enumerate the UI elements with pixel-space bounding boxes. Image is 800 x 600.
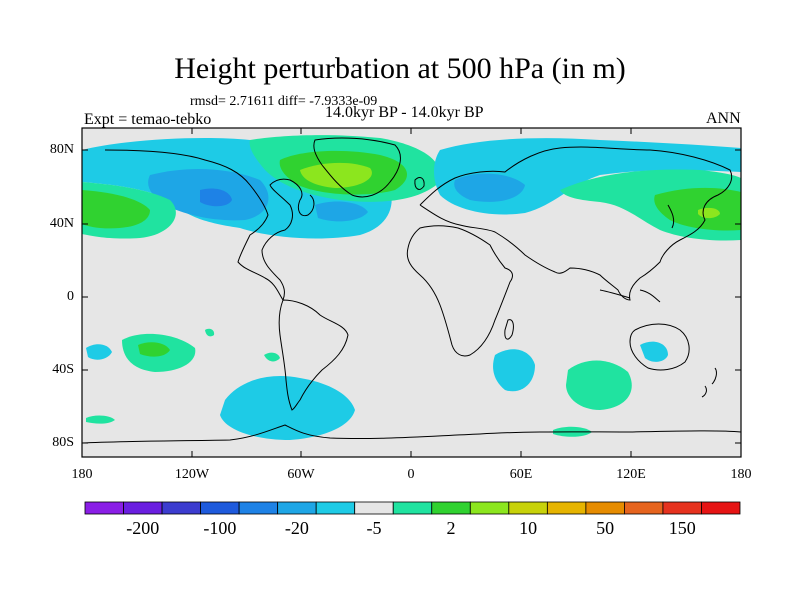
colorbar-swatch <box>662 501 702 515</box>
contour-positive-blue-north-america <box>200 188 232 207</box>
lat-tick-label: 80N <box>49 142 74 157</box>
contour-positive-cyan-antarctic-coast <box>258 428 276 438</box>
colorbar-label: 10 <box>519 518 538 538</box>
season-label: ANN <box>706 110 741 127</box>
contour-negative-teal-south-atlantic <box>264 352 280 362</box>
colorbar-swatch <box>546 501 587 515</box>
colorbar-swatch <box>238 501 279 515</box>
coastlines <box>82 137 741 444</box>
coast-south-america <box>278 299 349 411</box>
colorbar-swatch <box>277 501 317 515</box>
period-label: 14.0kyr BP - 14.0kyr BP <box>325 104 484 121</box>
map-title: Height perturbation at 500 hPa (in m) <box>174 52 626 85</box>
contour-negative-green-north-pacific-east <box>654 187 741 231</box>
contour-negative-green-north-pacific-west <box>82 190 150 229</box>
contour-positive-lightblue-eurasia <box>454 173 525 202</box>
colorbar-swatch <box>701 501 741 515</box>
colorbar-swatch <box>315 501 356 515</box>
experiment-label: Expt = temao-tebko <box>84 111 212 128</box>
colorbar-label: -200 <box>126 518 160 538</box>
contour-positive-cyan-indian-ocean-west <box>493 349 535 392</box>
colorbar-label: 150 <box>668 518 696 538</box>
colorbar-swatch <box>392 501 433 515</box>
colorbar-swatch <box>508 501 548 515</box>
colorbar-swatch <box>200 501 240 515</box>
lon-tick-label: 0 <box>407 467 415 482</box>
lat-tick-label: 40S <box>52 362 74 377</box>
contour-fields <box>82 135 741 444</box>
lat-tick-label: 40N <box>49 216 74 231</box>
coast-north-america <box>104 149 315 302</box>
lon-tick-label: 60E <box>509 467 533 482</box>
coast-africa <box>406 225 513 357</box>
contour-positive-cyan-south-pacific-west <box>86 344 112 360</box>
lat-tick-label: 80S <box>52 435 74 450</box>
coast-british-isles <box>414 177 425 190</box>
coast-australia <box>629 323 690 371</box>
stats-line: rmsd= 2.71611 diff= -7.9333e-09 <box>190 94 378 109</box>
colorbar-label: -5 <box>366 518 382 538</box>
lon-tick-label: 60W <box>287 467 315 482</box>
colorbar-label: -20 <box>284 518 309 538</box>
contour-negative-yellowgreen-greenland <box>300 162 372 188</box>
lon-tick-label: 120W <box>174 467 210 482</box>
contour-negative-teal-south-america <box>205 328 215 337</box>
coast-greenland <box>313 137 401 198</box>
contour-positive-cyan-southern-ocean <box>220 376 355 440</box>
colorbar-swatch <box>469 501 510 515</box>
lat-tick-label: 0 <box>67 289 74 304</box>
colorbar-label: 50 <box>596 518 615 538</box>
coast-new-zealand <box>701 367 717 398</box>
lon-tick-label: 120E <box>616 467 646 482</box>
axis-ticks <box>81 128 742 457</box>
colorbar-swatch <box>431 501 471 515</box>
lon-tick-label: 180 <box>71 467 93 482</box>
colorbar-swatch <box>161 501 201 515</box>
colorbar-swatch <box>585 501 625 515</box>
colorbar-swatch <box>354 501 394 515</box>
coast-madagascar <box>504 319 514 340</box>
contour-positive-lightblue-atlantic <box>315 201 368 222</box>
colorbar-label: -100 <box>203 518 237 538</box>
coast-indonesia <box>599 289 661 303</box>
contour-negative-teal-south-pacific-west-edge <box>86 415 115 424</box>
contour-negative-teal-indian-ocean <box>566 360 632 410</box>
colorbar-label: 2 <box>446 518 456 538</box>
coast-antarctica <box>82 424 741 444</box>
coast-eurasia <box>419 146 733 301</box>
contour-negative-green-south-pacific <box>138 342 170 357</box>
colorbar-swatch <box>624 501 664 515</box>
coast-japan <box>667 204 675 229</box>
colorbar-swatch <box>84 501 124 515</box>
colorbar <box>84 501 741 515</box>
colorbar-swatch <box>123 501 163 515</box>
contour-positive-cyan-australia <box>640 341 668 362</box>
lon-tick-label: 180 <box>730 467 752 482</box>
